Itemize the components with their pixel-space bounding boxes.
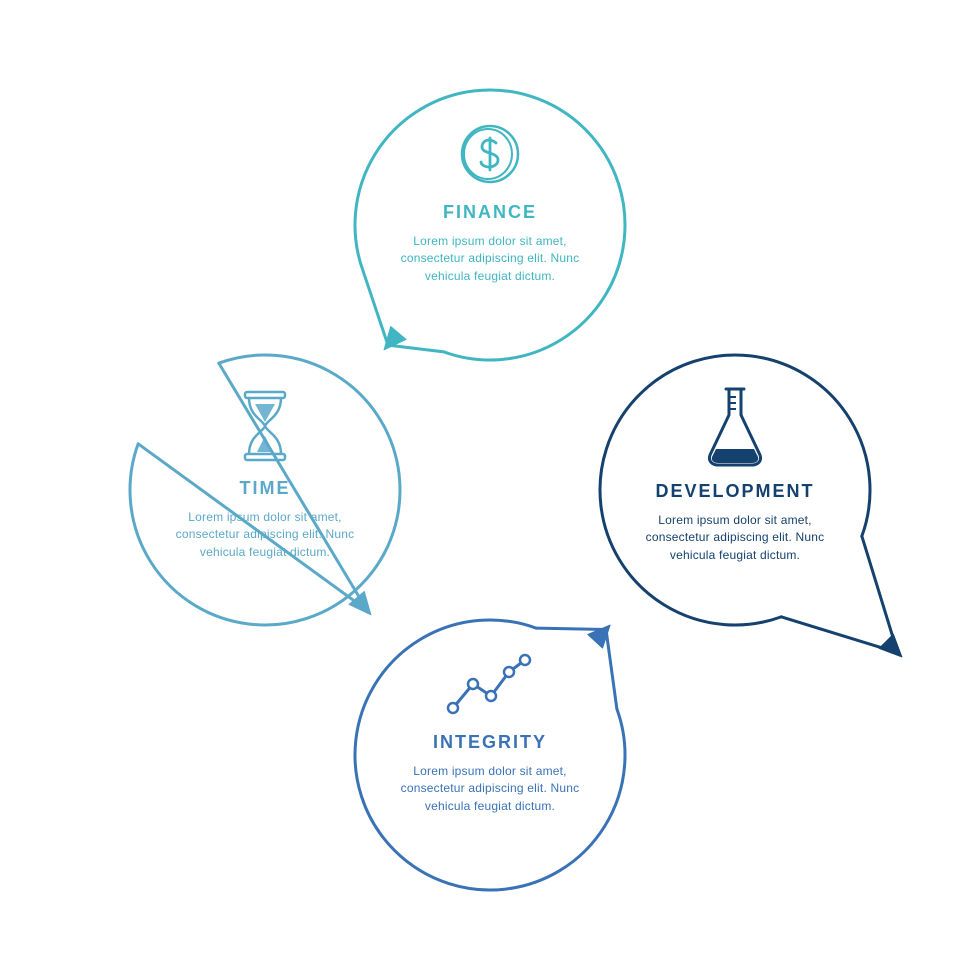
arrowhead-icon [879,634,902,657]
flask-icon [610,383,860,469]
node-title: DEVELOPMENT [610,481,860,502]
hourglass-icon [147,386,383,466]
node-body: Lorem ipsum dolor sit amet, consectetur … [380,763,600,815]
line-chart-icon [372,650,608,720]
node-integrity: INTEGRITY Lorem ipsum dolor sit amet, co… [372,650,608,815]
node-title: INTEGRITY [372,732,608,753]
node-title: FINANCE [372,202,608,223]
node-body: Lorem ipsum dolor sit amet, consectetur … [155,509,375,561]
node-body: Lorem ipsum dolor sit amet, consectetur … [380,233,600,285]
node-development: DEVELOPMENT Lorem ipsum dolor sit amet, … [610,383,860,564]
node-body: Lorem ipsum dolor sit amet, consectetur … [625,512,845,564]
node-time: TIME Lorem ipsum dolor sit amet, consect… [147,386,383,561]
infographic-stage: FINANCE Lorem ipsum dolor sit amet, cons… [0,0,980,980]
arrowhead-icon [349,591,371,614]
node-title: TIME [147,478,383,499]
dollar-coin-icon [372,118,608,190]
node-finance: FINANCE Lorem ipsum dolor sit amet, cons… [372,118,608,285]
